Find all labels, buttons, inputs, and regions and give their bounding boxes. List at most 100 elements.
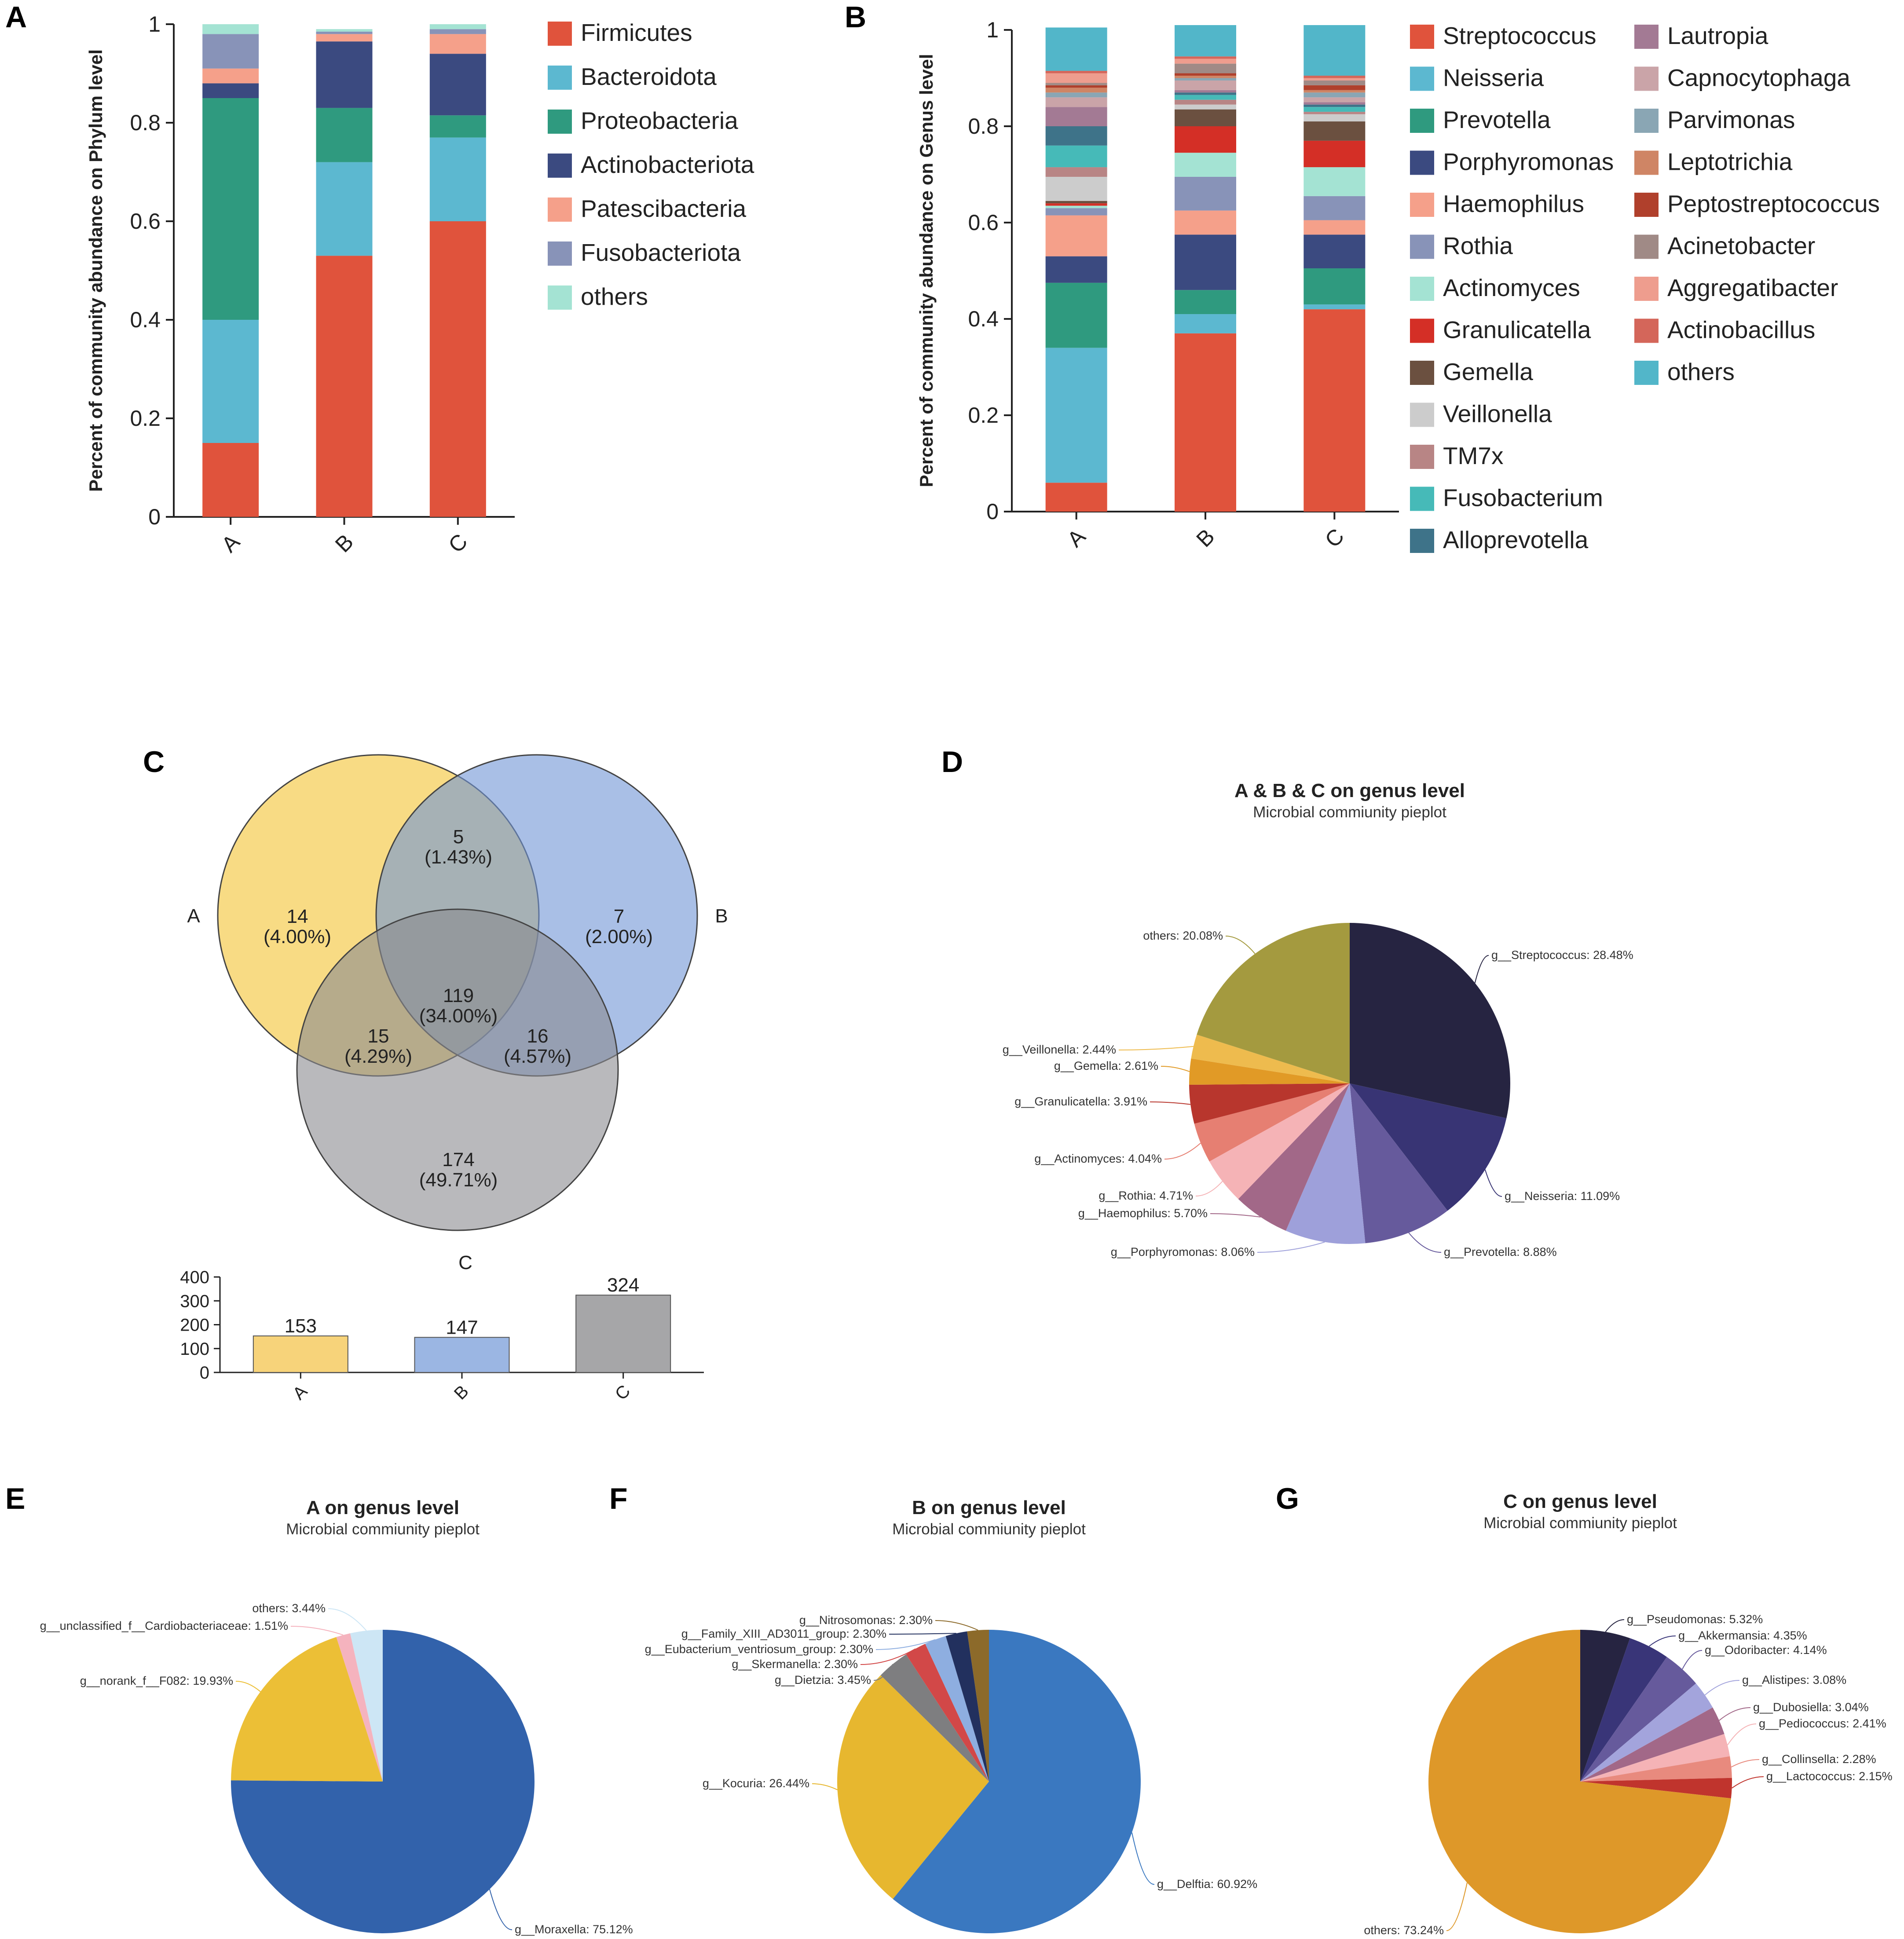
bar-segment-haemophilus-c: [1304, 220, 1366, 235]
bar-segment-prevotella-a: [1045, 282, 1107, 348]
legend-swatch-fusobacteriota: [548, 241, 572, 266]
y-tick-label: 0.6: [968, 210, 999, 235]
legend-swatch-haemophilus: [1410, 193, 1434, 217]
pie-leader-line: [1150, 1101, 1191, 1105]
pie-subtitle: Microbial commiunity pieplot: [1253, 804, 1446, 821]
bar-segment-bacteroidota-a: [202, 320, 259, 443]
pie-slice-g-streptococcus: [1350, 923, 1510, 1119]
venn-bc-percent: (4.57%): [504, 1046, 571, 1067]
pie-slice-others: [350, 1630, 383, 1782]
pie-leader-line: [812, 1783, 838, 1790]
bar-segment-actinomyces-b: [1175, 153, 1236, 177]
pie-label-g-pseudomonas: g__Pseudomonas: 5.32%: [1627, 1613, 1763, 1626]
legend-label-proteobacteria: Proteobacteria: [581, 107, 738, 134]
bar-segment-parvimonas-c: [1304, 92, 1366, 98]
pie-leader-line: [1648, 1635, 1676, 1647]
legend-swatch-others: [1634, 361, 1659, 385]
x-tick-label: B: [450, 1382, 472, 1404]
bar-segment-leptotrichia-a: [1045, 88, 1107, 93]
legend-label-peptostreptococcus: Peptostreptococcus: [1667, 190, 1880, 217]
y-tick-label: 300: [180, 1291, 209, 1311]
bar-segment-granulicatella-b: [1175, 126, 1236, 153]
pie-title: A on genus level: [306, 1497, 459, 1518]
bar-segment-lautropia-c: [1304, 102, 1366, 105]
pie-slice-g-norank-f-f082: [231, 1637, 383, 1782]
y-tick-label: 400: [180, 1268, 209, 1287]
legend-label-others: others: [1667, 358, 1735, 385]
legend-swatch-prevotella: [1410, 109, 1434, 133]
pie-leader-line: [889, 1633, 956, 1635]
pie-label-g-family-xiii-ad3011-group: g__Family_XIII_AD3011_group: 2.30%: [681, 1627, 886, 1640]
y-tick-label: 0.6: [130, 209, 161, 234]
pie-label-g-unclassified-f-cardiobacteriaceae: g__unclassified_f__Cardiobacteriaceae: 1…: [40, 1619, 288, 1632]
pie-label-g-gemella: g__Gemella: 2.61%: [1054, 1059, 1158, 1072]
bar-segment-others-a: [202, 24, 259, 34]
pie-label-g-streptococcus: g__Streptococcus: 28.48%: [1491, 948, 1633, 962]
pie-label-g-actinomyces: g__Actinomyces: 4.04%: [1034, 1152, 1162, 1165]
venn-ac-percent: (4.29%): [344, 1046, 412, 1067]
bar-segment-firmicutes-a: [202, 443, 259, 517]
legend-swatch-capnocytophaga: [1634, 66, 1659, 91]
pie-chart-b: B on genus level Microbial commiunity pi…: [645, 1497, 1257, 1933]
legend-swatch-fusobacterium: [1410, 487, 1434, 511]
venn-abc-count: 119: [443, 985, 474, 1006]
legend-swatch-veillonella: [1410, 402, 1434, 427]
y-tick-label: 0.8: [130, 110, 161, 135]
y-tick-label: 1: [148, 12, 161, 37]
bar-segment-proteobacteria-a: [202, 98, 259, 320]
pie-slice-g-prevotella: [1350, 1083, 1448, 1244]
pie-slice-others: [1197, 923, 1350, 1083]
bar-segment-peptostreptococcus-c: [1304, 85, 1366, 90]
pie-leader-line: [873, 1664, 893, 1681]
pie-leader-line: [290, 1626, 344, 1635]
pie-leader-line: [1605, 1619, 1625, 1632]
pie-leader-line: [935, 1620, 978, 1631]
set-size-value-a: 153: [285, 1315, 317, 1337]
legend-swatch-acinetobacter: [1634, 234, 1659, 259]
bar-segment-granulicatella-c: [1304, 140, 1366, 168]
legend-swatch-peptostreptococcus: [1634, 193, 1659, 217]
bar-segment-lautropia-b: [1175, 90, 1236, 93]
legend-label-porphyromonas: Porphyromonas: [1443, 148, 1614, 176]
y-tick-label: 200: [180, 1316, 209, 1335]
pie-label-g-odoribacter: g__Odoribacter: 4.14%: [1705, 1643, 1827, 1657]
pie-label-g-veillonella: g__Veillonella: 2.44%: [1003, 1043, 1116, 1056]
bar-segment-porphyromonas-b: [1175, 234, 1236, 290]
panel-letter-d: D: [941, 745, 963, 779]
panel-letter-e: E: [5, 1482, 25, 1515]
pie-slice-g-akkermansia: [1580, 1638, 1667, 1782]
legend: Streptococcus Neisseria Prevotella Porphyro…: [1410, 22, 1880, 553]
bar-segment-neisseria-b: [1175, 314, 1236, 333]
bar-segment-bacteroidota-b: [316, 162, 373, 256]
bar-segment-veillonella-c: [1304, 114, 1366, 122]
pie-slice-g-collinsella: [1580, 1756, 1732, 1782]
legend-label-granulicatella: Granulicatella: [1443, 316, 1591, 344]
pie-slice-g-alistipes: [1580, 1683, 1713, 1782]
venn-b-only-count: 7: [614, 906, 624, 927]
pie-leader-line: [1484, 1169, 1502, 1197]
legend-label-bacteroidota: Bacteroidota: [581, 63, 717, 90]
bar-segment-gemella-c: [1304, 121, 1366, 141]
legend-swatch-neisseria: [1410, 66, 1434, 91]
legend-swatch-gemella: [1410, 361, 1434, 385]
legend-swatch-bacteroidota: [548, 66, 572, 90]
legend-label-capnocytophaga: Capnocytophaga: [1667, 64, 1850, 91]
bar-segment-actinomyces-a: [1045, 205, 1107, 209]
bar-segment-haemophilus-b: [1175, 210, 1236, 235]
y-tick-label: 0.2: [968, 403, 999, 428]
legend-swatch-actinobacillus: [1634, 318, 1659, 343]
pie-slice-g-rothia: [1209, 1083, 1350, 1199]
pie-label-g-pediococcus: g__Pediococcus: 2.41%: [1759, 1717, 1886, 1730]
venn-a-only-count: 14: [287, 906, 308, 927]
y-tick-label: 0.4: [130, 307, 161, 332]
panel-letter-f: F: [609, 1482, 628, 1515]
bar-segment-leptotrichia-c: [1304, 90, 1366, 93]
x-tick-label: B: [1191, 524, 1219, 552]
legend-label-actinobacillus: Actinobacillus: [1667, 316, 1815, 344]
bar-segment-bacteroidota-c: [429, 137, 486, 221]
bar-segment-prevotella-b: [1175, 290, 1236, 315]
pie-label-g-collinsella: g__Collinsella: 2.28%: [1762, 1752, 1876, 1766]
panel-letter-g: G: [1276, 1482, 1299, 1515]
pie-slice-g-haemophilus: [1238, 1083, 1350, 1231]
pie-leader-line: [1257, 1241, 1325, 1253]
